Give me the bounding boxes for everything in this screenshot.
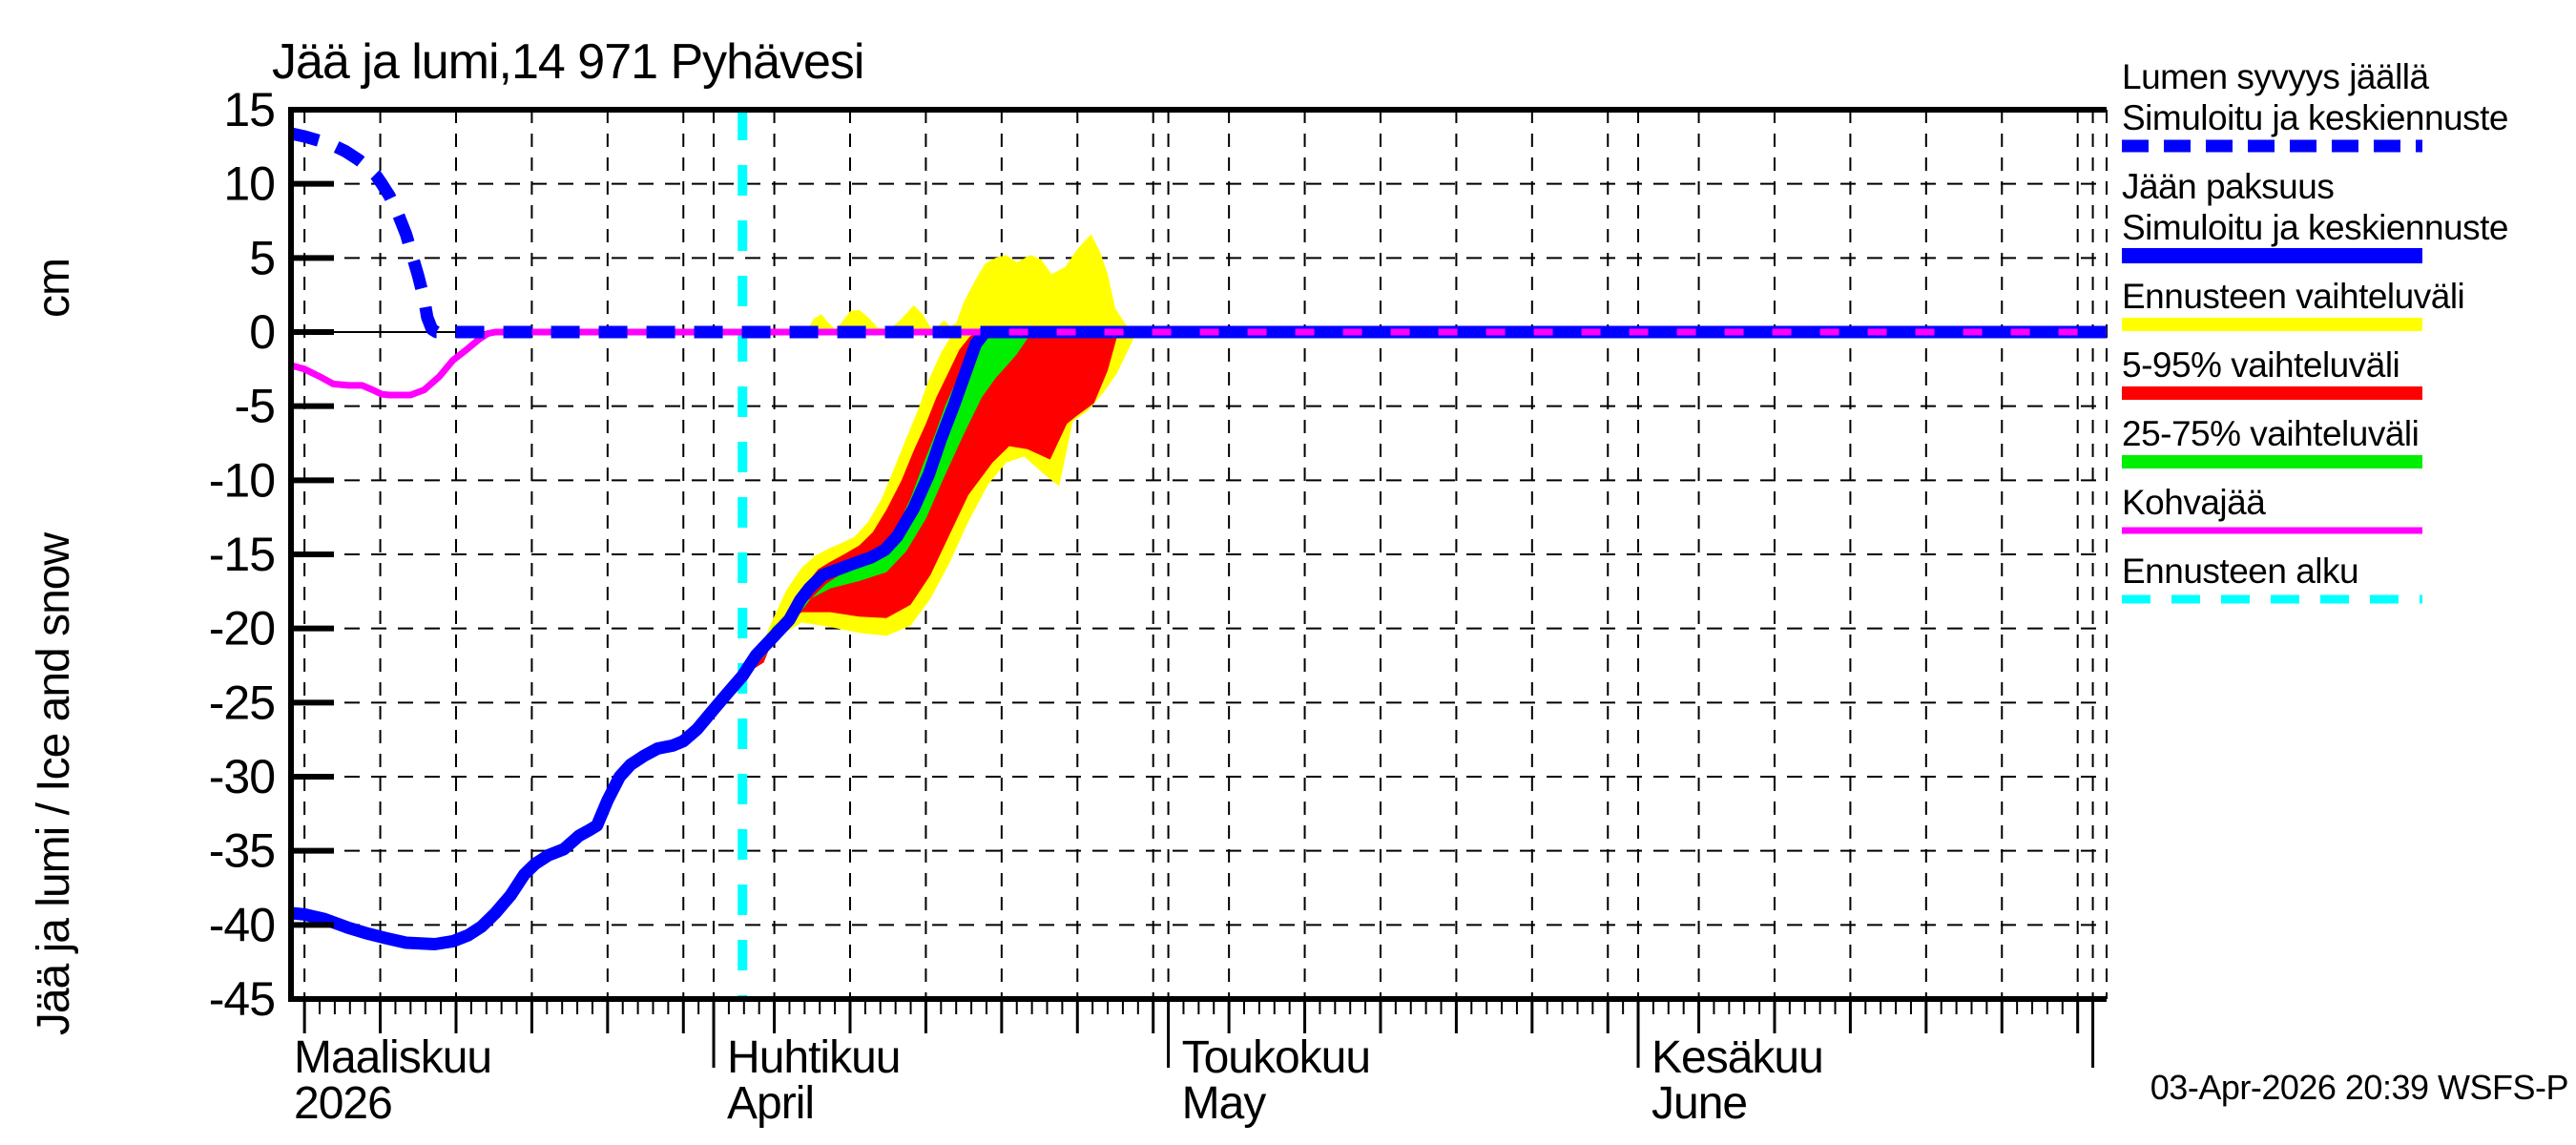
y-tick-label: -30 <box>209 750 275 803</box>
month-label-en: April <box>727 1078 814 1129</box>
band-p25-75 <box>742 332 1032 677</box>
legend-label-snow-depth: Simuloitu ja keskiennuste <box>2122 98 2508 137</box>
y-tick-label: -45 <box>209 972 275 1026</box>
legend-label-ice-thickness: Jään paksuus <box>2122 167 2334 206</box>
ice-thickness-line <box>291 325 2107 950</box>
y-axis-label: Jää ja lumi / Ice and snow <box>29 532 79 1036</box>
y-axis-unit-label: cm <box>29 259 79 318</box>
y-tick-label: -40 <box>209 898 275 951</box>
month-label-fi: Maaliskuu <box>294 1032 491 1083</box>
y-tick-label: 5 <box>249 231 275 284</box>
y-tick-label: -5 <box>235 380 275 433</box>
chart-title: Jää ja lumi,14 971 Pyhävesi <box>272 34 864 90</box>
legend-label-p5-95: 5-95% vaihteluväli <box>2122 345 2399 385</box>
y-tick-label: 10 <box>223 157 275 211</box>
y-tick-label: 15 <box>223 83 275 136</box>
month-label-fi: Kesäkuu <box>1652 1032 1823 1083</box>
month-label-fi: Huhtikuu <box>727 1032 900 1083</box>
y-tick-label: -35 <box>209 824 275 878</box>
y-tick-label: -15 <box>209 528 275 581</box>
y-tick-label: -25 <box>209 676 275 729</box>
y-tick-label: -10 <box>209 453 275 507</box>
legend-swatch-forecast-range <box>2122 318 2422 331</box>
legend-label-p25-75: 25-75% vaihteluväli <box>2122 414 2419 453</box>
month-label-en: June <box>1652 1078 1747 1129</box>
band-forecast-range-snow-above-zero <box>805 234 1135 332</box>
legend-swatch-p5-95 <box>2122 386 2422 400</box>
legend-label-forecast-range: Ennusteen vaihteluväli <box>2122 277 2464 316</box>
y-tick-label: 0 <box>249 305 275 359</box>
y-tick-label: -20 <box>209 602 275 656</box>
legend-swatch-p25-75 <box>2122 455 2422 468</box>
legend-label-ice-thickness: Simuloitu ja keskiennuste <box>2122 208 2508 247</box>
legend-label-kohvajaa: Kohvajää <box>2122 483 2266 522</box>
month-label-en: 2026 <box>294 1078 392 1129</box>
snow-depth-line <box>291 127 2107 339</box>
month-label-fi: Toukokuu <box>1182 1032 1370 1083</box>
legend-label-snow-depth: Lumen syvyys jäällä <box>2122 57 2430 96</box>
legend-label-forecast-start: Ennusteen alku <box>2122 552 2358 591</box>
month-label-en: May <box>1182 1078 1267 1129</box>
kohvajaa-line <box>291 328 2107 399</box>
timestamp: 03-Apr-2026 20:39 WSFS-P <box>2150 1068 2568 1107</box>
